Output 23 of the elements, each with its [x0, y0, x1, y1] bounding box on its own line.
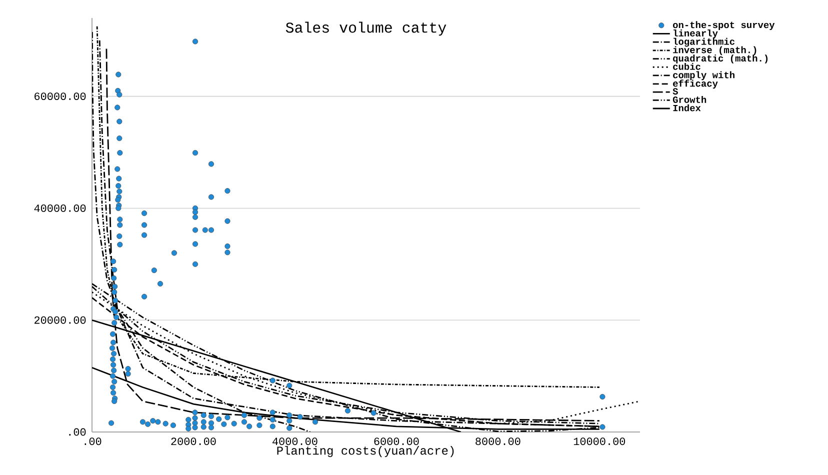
- legend-label: logarithmic: [674, 38, 734, 47]
- y-tick-label: 20000.00: [34, 316, 86, 324]
- legend-label: inverse (math.): [673, 46, 756, 56]
- legend-label: on-the-spot survey: [672, 21, 775, 30]
- legend-label: S: [672, 88, 678, 95]
- legend-label: Index: [673, 104, 701, 112]
- x-tick-label: 4000.00: [272, 438, 318, 446]
- x-axis-title: Planting costs(yuan/acre): [277, 446, 454, 458]
- y-tick-label: .00: [69, 428, 86, 436]
- legend-label: comply with: [673, 71, 734, 80]
- legend-label: Growth: [672, 96, 706, 103]
- x-tick-label: 8000.00: [476, 438, 520, 446]
- chart-title: Sales volume catty: [286, 22, 446, 36]
- legend-label: cubic: [673, 62, 700, 70]
- legend-label: quadratic (math.): [673, 54, 768, 64]
- x-tick-label: .00: [84, 438, 102, 446]
- x-tick-label: 2000.00: [171, 438, 216, 446]
- x-tick-label: 10000.00: [574, 438, 626, 446]
- y-tick-label: 60000.00: [34, 92, 86, 100]
- legend-label: linearly: [674, 30, 718, 38]
- x-tick-label: 6000.00: [374, 438, 419, 446]
- legend-label: efficacy: [673, 80, 718, 89]
- y-tick-label: 40000.00: [34, 204, 86, 212]
